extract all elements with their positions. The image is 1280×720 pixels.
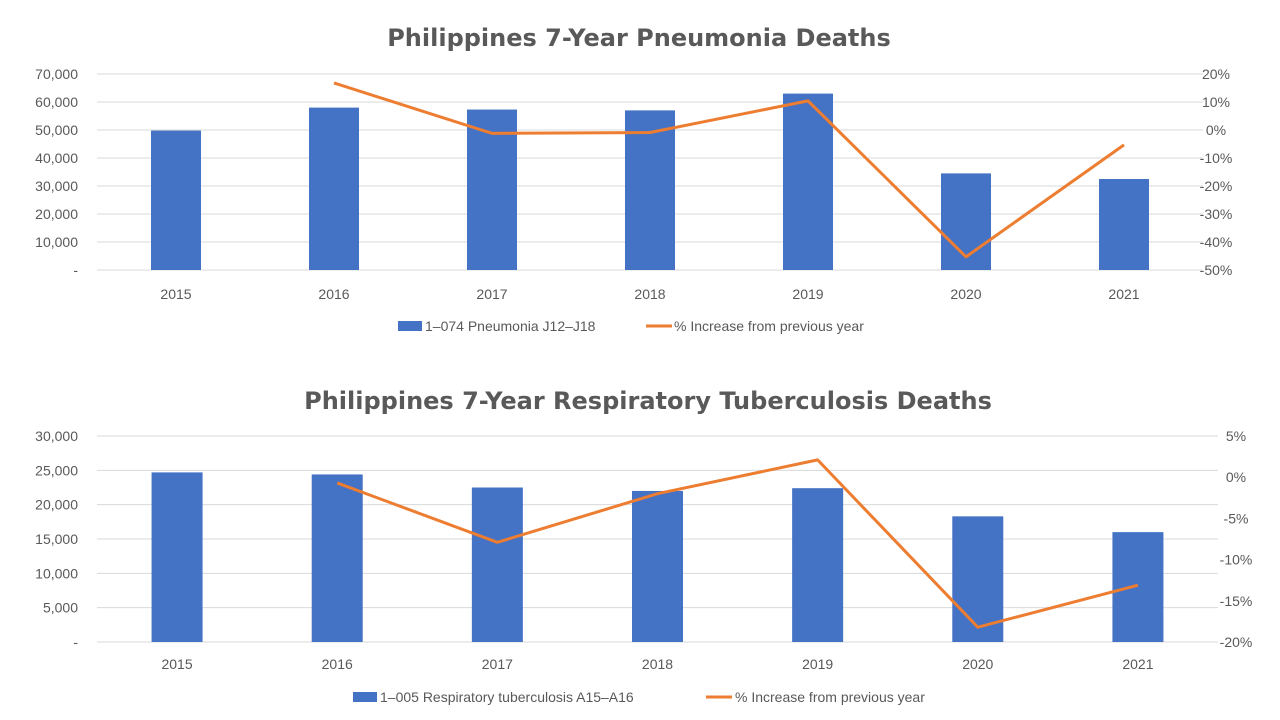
bar — [151, 472, 203, 642]
right-axis-ticks: -50% -40% -30% -20% -10% 0% 10% 20% — [1200, 66, 1233, 278]
x-tick-label: 2017 — [482, 656, 513, 672]
legend-bar-label: 1–074 Pneumonia J12–J18 — [425, 318, 596, 334]
bar — [467, 109, 517, 270]
chart-title: Philippines 7-Year Respiratory Tuberculo… — [304, 387, 992, 415]
y-left-tick-label: 20,000 — [35, 206, 78, 222]
y-right-tick-label: 0% — [1226, 469, 1246, 485]
y-right-tick-label: 10% — [1202, 94, 1230, 110]
x-tick-label: 2016 — [318, 286, 349, 302]
bar — [625, 110, 675, 271]
y-left-tick-label: 15,000 — [35, 531, 78, 547]
pneumonia-chart: Philippines 7-Year Pneumonia Deaths - 10,… — [35, 24, 1232, 334]
x-tick-label: 2016 — [322, 656, 353, 672]
y-left-tick-label: 5,000 — [43, 600, 78, 616]
y-right-tick-label: 0% — [1206, 122, 1226, 138]
y-left-tick-label: 30,000 — [35, 428, 78, 444]
y-right-tick-label: 20% — [1202, 66, 1230, 82]
legend-line-label: % Increase from previous year — [674, 318, 864, 334]
left-axis-ticks: - 5,000 10,000 15,000 20,000 25,000 30,000 — [35, 428, 78, 650]
x-tick-label: 2020 — [950, 286, 981, 302]
y-left-tick-label: 60,000 — [35, 94, 78, 110]
x-tick-label: 2018 — [634, 286, 665, 302]
y-right-tick-label: -15% — [1220, 593, 1253, 609]
x-tick-label: 2018 — [642, 656, 673, 672]
y-left-tick-label: 25,000 — [35, 462, 78, 478]
bar — [309, 107, 359, 270]
line-series-path — [336, 458, 1139, 629]
x-tick-label: 2019 — [802, 656, 833, 672]
x-tick-label: 2021 — [1122, 656, 1153, 672]
y-left-tick-label: - — [73, 634, 78, 650]
line-series-path — [333, 81, 1125, 259]
y-left-tick-label: 70,000 — [35, 66, 78, 82]
legend: 1–074 Pneumonia J12–J18 % Increase from … — [398, 318, 864, 334]
x-tick-label: 2015 — [160, 286, 191, 302]
y-right-tick-label: 5% — [1226, 428, 1246, 444]
bar — [783, 93, 833, 270]
x-tick-label: 2020 — [962, 656, 993, 672]
line-series — [333, 81, 1125, 259]
x-tick-label: 2019 — [792, 286, 823, 302]
bar-series — [151, 93, 1149, 271]
y-left-tick-label: 50,000 — [35, 122, 78, 138]
line-series — [336, 458, 1139, 629]
y-right-tick-label: -10% — [1220, 552, 1253, 568]
legend-bar-label: 1–005 Respiratory tuberculosis A15–A16 — [380, 689, 634, 705]
y-right-tick-label: -10% — [1200, 150, 1233, 166]
left-axis-ticks: - 10,000 20,000 30,000 40,000 50,000 60,000 70,… — [35, 66, 78, 278]
y-left-tick-label: - — [73, 262, 78, 278]
y-right-tick-label: -20% — [1200, 178, 1233, 194]
y-right-tick-label: -20% — [1220, 634, 1253, 650]
x-tick-label: 2021 — [1108, 286, 1139, 302]
bar — [952, 516, 1004, 642]
x-axis-ticks: 2015 2016 2017 2018 2019 2020 2021 — [160, 286, 1139, 302]
y-left-tick-label: 10,000 — [35, 565, 78, 581]
legend-bar-swatch — [353, 692, 377, 702]
bar — [632, 490, 683, 642]
x-tick-label: 2015 — [161, 656, 192, 672]
bar — [1099, 179, 1149, 270]
x-axis-ticks: 2015 2016 2017 2018 2019 2020 2021 — [161, 656, 1153, 672]
bar — [151, 130, 201, 270]
bar — [471, 487, 523, 642]
legend: 1–005 Respiratory tuberculosis A15–A16 %… — [353, 689, 925, 705]
x-tick-label: 2017 — [476, 286, 507, 302]
bar — [941, 173, 991, 270]
y-right-tick-label: -5% — [1224, 510, 1249, 526]
y-left-tick-label: 40,000 — [35, 150, 78, 166]
y-left-tick-label: 10,000 — [35, 234, 78, 250]
bar — [311, 474, 363, 642]
y-right-tick-label: -30% — [1200, 206, 1233, 222]
y-right-tick-label: -40% — [1200, 234, 1233, 250]
legend-bar-swatch — [398, 321, 422, 331]
y-right-tick-label: -50% — [1200, 262, 1233, 278]
legend-line-label: % Increase from previous year — [735, 689, 925, 705]
right-axis-ticks: -20% -15% -10% -5% 0% 5% — [1220, 428, 1253, 650]
chart-title: Philippines 7-Year Pneumonia Deaths — [387, 24, 891, 52]
y-left-tick-label: 30,000 — [35, 178, 78, 194]
bar — [792, 488, 844, 642]
bar — [1112, 532, 1164, 642]
bar-series — [151, 472, 1164, 642]
tuberculosis-chart: Philippines 7-Year Respiratory Tuberculo… — [35, 387, 1252, 705]
y-left-tick-label: 20,000 — [35, 497, 78, 513]
